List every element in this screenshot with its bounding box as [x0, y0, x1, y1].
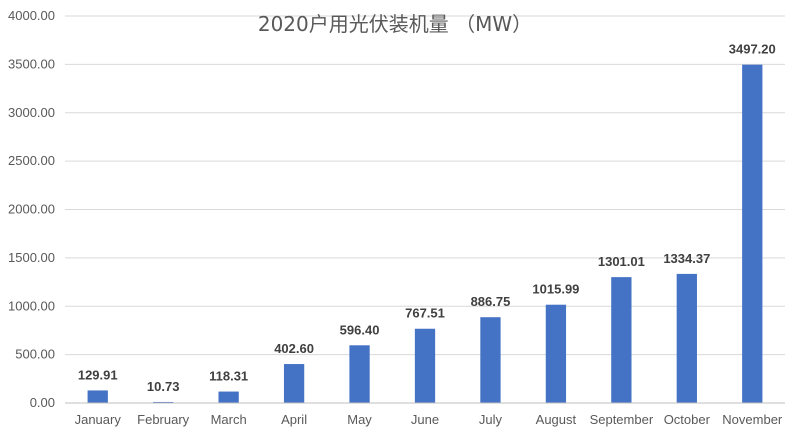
- bar-january: [87, 390, 108, 403]
- x-tick-label-november: November: [722, 412, 783, 427]
- bar-february: [153, 401, 174, 403]
- y-tick-label: 0.00: [30, 395, 55, 410]
- y-tick-label: 1500.00: [8, 250, 55, 265]
- axis-layer: 0.00 500.00 1000.00 1500.00 2000.00 2500.00 30…: [8, 8, 785, 427]
- data-label-july: 886.75: [471, 294, 511, 309]
- bar-october: [676, 273, 697, 403]
- y-tick-label: 2000.00: [8, 202, 55, 217]
- y-tick-label: 500.00: [15, 347, 55, 362]
- y-tick-label: 1000.00: [8, 298, 55, 313]
- y-tick-label: 3500.00: [8, 56, 55, 71]
- x-tick-label-february: February: [137, 412, 190, 427]
- bar-march: [218, 391, 239, 403]
- data-label-september: 1301.01: [598, 254, 645, 269]
- data-label-august: 1015.99: [532, 282, 579, 297]
- chart-title: 2020户用光伏装机量 （MW）: [258, 12, 532, 36]
- bar-june: [414, 328, 436, 403]
- y-tick-label: 2500.00: [8, 153, 55, 168]
- data-label-april: 402.60: [274, 341, 314, 356]
- bar-layer: [87, 64, 763, 403]
- bar-august: [545, 304, 567, 403]
- data-label-may: 596.40: [340, 322, 380, 337]
- data-label-january: 129.91: [78, 367, 118, 382]
- data-label-march: 118.31: [209, 369, 248, 384]
- x-tick-label-september: September: [590, 412, 654, 427]
- data-label-october: 1334.37: [663, 251, 710, 266]
- bar-may: [349, 345, 370, 403]
- x-tick-label-april: April: [281, 412, 307, 427]
- x-tick-label-january: January: [75, 412, 122, 427]
- grid-layer: [65, 15, 785, 356]
- x-tick-label-august: August: [536, 412, 577, 427]
- x-tick-label-october: October: [664, 412, 711, 427]
- bar-november: [742, 64, 763, 403]
- data-label-february: 10.73: [147, 379, 180, 394]
- x-tick-label-march: March: [211, 412, 247, 427]
- bar-april: [283, 364, 305, 403]
- x-tick-label-may: May: [347, 412, 372, 427]
- bar-july: [480, 317, 501, 403]
- data-label-november: 3497.20: [729, 42, 776, 57]
- label-layer: 129.91 10.73 118.31 402.60 596.40 767.51 886.7…: [78, 42, 776, 394]
- y-tick-label: 4000.00: [8, 8, 55, 23]
- data-label-june: 767.51: [405, 306, 445, 321]
- x-tick-label-june: June: [411, 412, 439, 427]
- x-tick-label-july: July: [479, 412, 503, 427]
- bar-september: [611, 277, 632, 403]
- y-tick-label: 3000.00: [8, 105, 55, 120]
